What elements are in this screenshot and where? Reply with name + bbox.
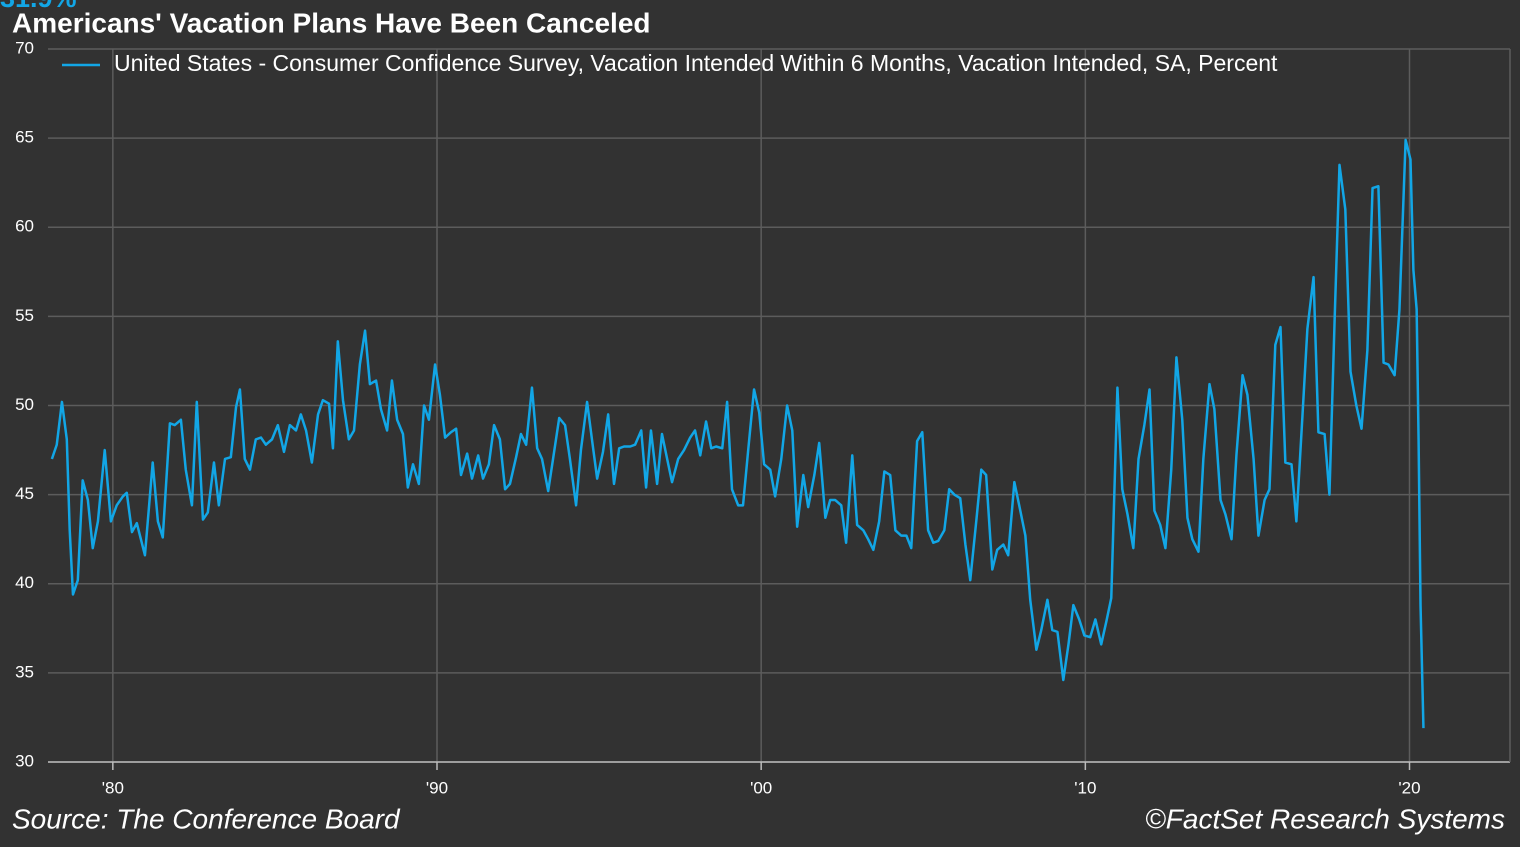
legend-label: United States - Consumer Confidence Surv… — [114, 50, 1278, 76]
value-label: 31.9% — [0, 0, 77, 13]
y-tick-label: 50 — [15, 395, 34, 414]
credit: ©FactSet Research Systems — [1145, 803, 1505, 834]
y-tick-label: 70 — [15, 38, 34, 57]
x-tick-label: '90 — [426, 778, 448, 797]
y-tick-label: 35 — [15, 662, 34, 681]
source: Source: The Conference Board — [12, 803, 401, 834]
x-tick-label: '00 — [750, 778, 772, 797]
x-tick-label: '10 — [1074, 778, 1096, 797]
y-tick-label: 55 — [15, 306, 34, 325]
line — [50, 138, 1425, 729]
y-tick-label: 65 — [15, 128, 34, 147]
y-tick-label: 30 — [15, 751, 34, 770]
x-tick-label: '80 — [102, 778, 124, 797]
chart-title: Americans' Vacation Plans Have Been Canc… — [12, 7, 651, 38]
y-tick-label: 60 — [15, 217, 34, 236]
y-tick-label: 40 — [15, 573, 34, 592]
x-tick-label: '20 — [1398, 778, 1420, 797]
y-tick-label: 45 — [15, 484, 34, 503]
